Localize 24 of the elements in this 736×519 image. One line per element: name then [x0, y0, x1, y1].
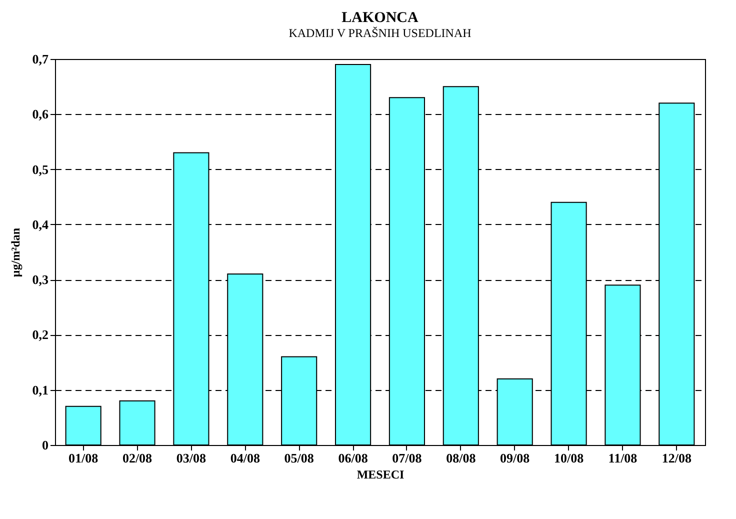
x-axis-title: MESECI [356, 468, 404, 482]
x-tick-label: 12/08 [662, 450, 692, 466]
y-tick-label: 0,1 [32, 382, 48, 398]
x-tick-label: 06/08 [338, 450, 368, 466]
x-tick-label: 07/08 [392, 450, 422, 466]
x-tick-label: 11/08 [608, 450, 638, 466]
x-tick-label: 05/08 [284, 450, 314, 466]
y-tick-label: 0,2 [32, 327, 48, 342]
x-tick-label: 01/08 [68, 450, 99, 466]
x-tick-label: 09/08 [500, 450, 530, 466]
chart-subtitle: KADMIJ V PRAŠNIH USEDLINAH [288, 26, 472, 40]
y-tick-label: 0,5 [32, 162, 49, 177]
y-tick-label: 0,7 [32, 52, 49, 66]
y-tick-label: 0,4 [32, 216, 49, 232]
y-axis-title: µg/m²dan [8, 228, 22, 278]
y-tick-label: 0,6 [32, 106, 49, 122]
y-tick-label: 0,3 [32, 272, 49, 288]
x-tick-label: 03/08 [176, 450, 207, 466]
y-tick-label: 0 [42, 438, 48, 452]
x-tick-label: 10/08 [554, 450, 584, 466]
chart-title: LAKONCA [342, 10, 418, 26]
x-tick-label: 02/08 [122, 450, 153, 466]
x-tick-label: 04/08 [230, 450, 260, 466]
x-tick-label: 08/08 [446, 450, 476, 466]
